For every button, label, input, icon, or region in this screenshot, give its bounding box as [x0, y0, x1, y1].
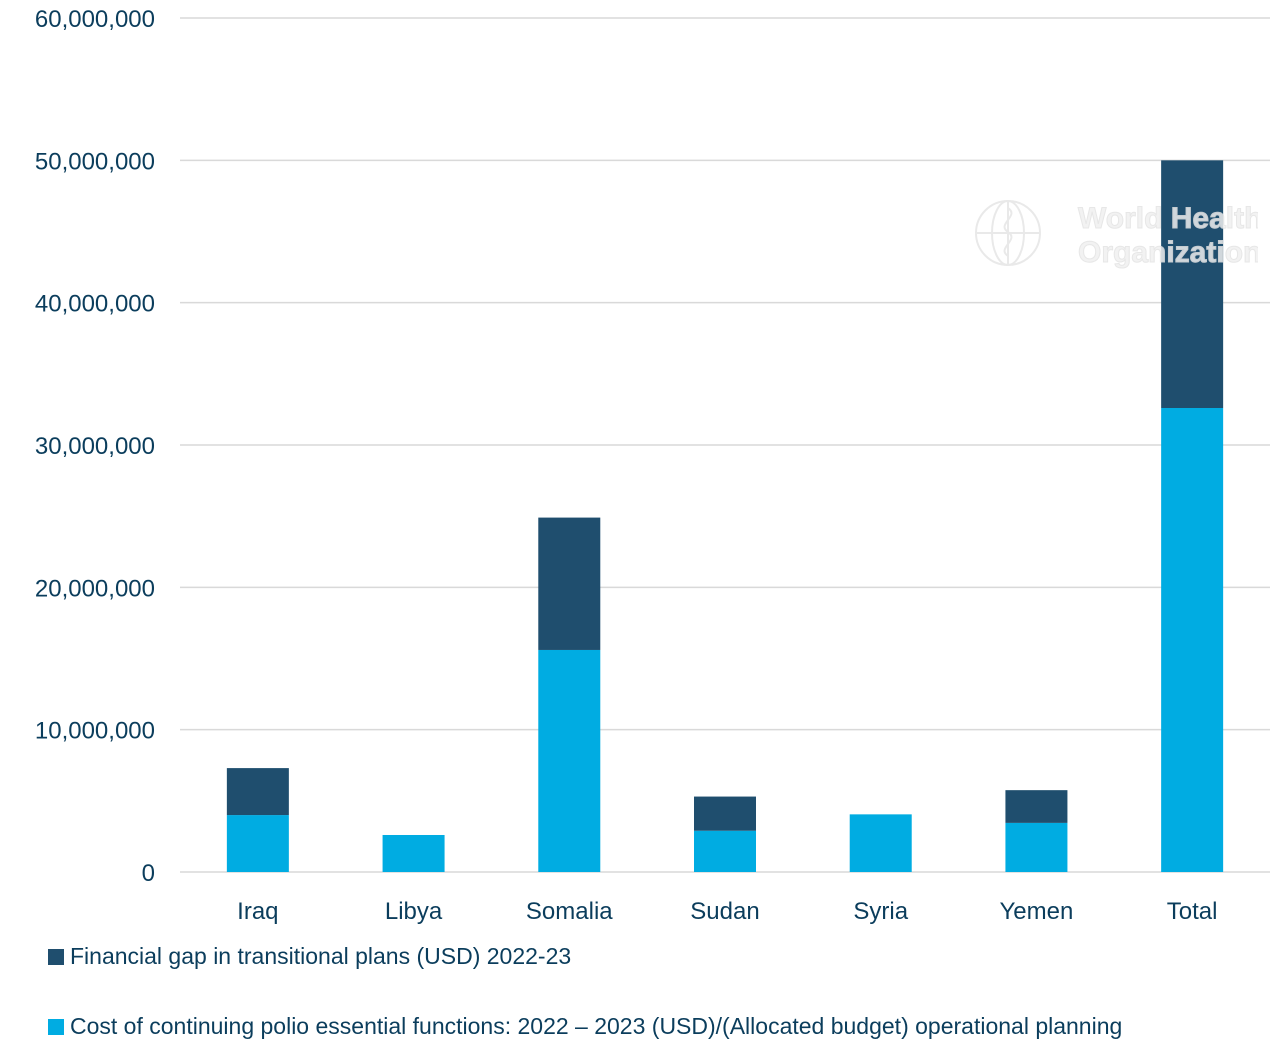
legend-item-gap: Financial gap in transitional plans (USD… [48, 943, 571, 970]
y-tick-label: 0 [142, 860, 155, 887]
x-tick-label-yemen: Yemen [1000, 898, 1074, 925]
x-tick-label-iraq: Iraq [237, 898, 278, 925]
who-emblem-icon: World Health Organization [975, 200, 1263, 270]
y-tick-label: 40,000,000 [35, 291, 155, 318]
y-tick-label: 60,000,000 [35, 6, 155, 33]
bar-total-cost [1161, 407, 1224, 872]
bar-syria-cost [849, 814, 912, 872]
bar-iraq-gap [226, 768, 289, 816]
y-axis-tick-labels: 0 10,000,000 20,000,000 30,000,000 40,000,00… [35, 6, 155, 887]
bar-total-gap [1161, 160, 1224, 408]
bar-somalia-gap [538, 517, 601, 650]
bars [226, 160, 1224, 872]
bar-yemen-gap [1005, 790, 1068, 823]
grid-lines [180, 17, 1270, 873]
y-tick-label: 50,000,000 [35, 148, 155, 175]
x-axis-tick-labels: Iraq Libya Somalia Sudan Syria Yemen Total [237, 898, 1217, 925]
bar-libya-cost [382, 834, 445, 872]
bar-iraq-cost [226, 815, 289, 872]
bar-sudan-gap [694, 796, 756, 831]
legend-label-cost: Cost of continuing polio essential funct… [70, 1013, 1123, 1039]
bar-sudan-cost [694, 830, 756, 872]
legend-swatch-gap [48, 948, 64, 965]
legend-item-cost: Cost of continuing polio essential funct… [48, 1013, 1122, 1040]
bar-yemen-cost [1005, 822, 1068, 872]
x-tick-label-total: Total [1167, 898, 1218, 925]
legend-label-gap: Financial gap in transitional plans (USD… [70, 943, 572, 969]
watermark-line1: World Health [1078, 202, 1258, 235]
x-tick-label-sudan: Sudan [690, 898, 759, 925]
legend-swatch-cost [48, 1018, 64, 1035]
bar-somalia-cost [538, 649, 601, 872]
y-tick-label: 20,000,000 [35, 575, 155, 602]
x-tick-label-somalia: Somalia [526, 898, 613, 925]
y-tick-label: 10,000,000 [35, 718, 155, 745]
x-tick-label-syria: Syria [853, 898, 908, 925]
watermark-line2: Organization [1078, 236, 1258, 269]
x-tick-label-libya: Libya [385, 898, 443, 925]
y-tick-label: 30,000,000 [35, 433, 155, 460]
who-watermark: World Health Organization [968, 188, 1263, 288]
